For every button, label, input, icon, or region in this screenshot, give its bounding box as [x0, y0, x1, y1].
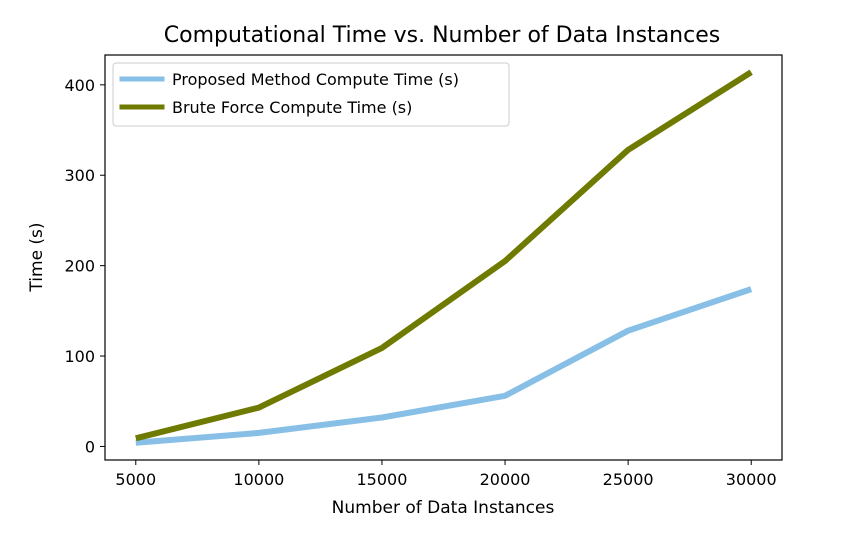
y-tick-label: 0 — [85, 437, 95, 456]
x-tick-label: 5000 — [115, 470, 156, 489]
x-tick-label: 15000 — [357, 470, 408, 489]
x-tick-label: 10000 — [233, 470, 284, 489]
y-tick-label: 400 — [64, 76, 95, 95]
x-tick-label: 25000 — [603, 470, 654, 489]
series-line-proposed — [135, 286, 753, 446]
legend-label-proposed: Proposed Method Compute Time (s) — [172, 70, 459, 89]
legend-box — [112, 62, 510, 127]
legend: Proposed Method Compute Time (s) Brute F… — [112, 62, 510, 127]
y-axis-ticks: 0 100 200 300 400 — [64, 76, 105, 456]
legend-label-brute-force: Brute Force Compute Time (s) — [172, 98, 412, 117]
series-lines — [135, 69, 753, 446]
y-tick-label: 300 — [64, 166, 95, 185]
y-tick-label: 100 — [64, 347, 95, 366]
plot-area — [104, 54, 783, 461]
x-tick-label: 20000 — [480, 470, 531, 489]
series-line-brute-force — [135, 69, 753, 442]
x-tick-label: 30000 — [726, 470, 777, 489]
y-axis-label: Time (s) — [27, 222, 47, 292]
chart-title: Computational Time vs. Number of Data In… — [164, 23, 720, 48]
y-tick-label: 200 — [64, 257, 95, 276]
x-axis-label: Number of Data Instances — [332, 498, 555, 518]
x-axis-ticks: 5000 10000 15000 20000 25000 30000 — [115, 460, 777, 489]
